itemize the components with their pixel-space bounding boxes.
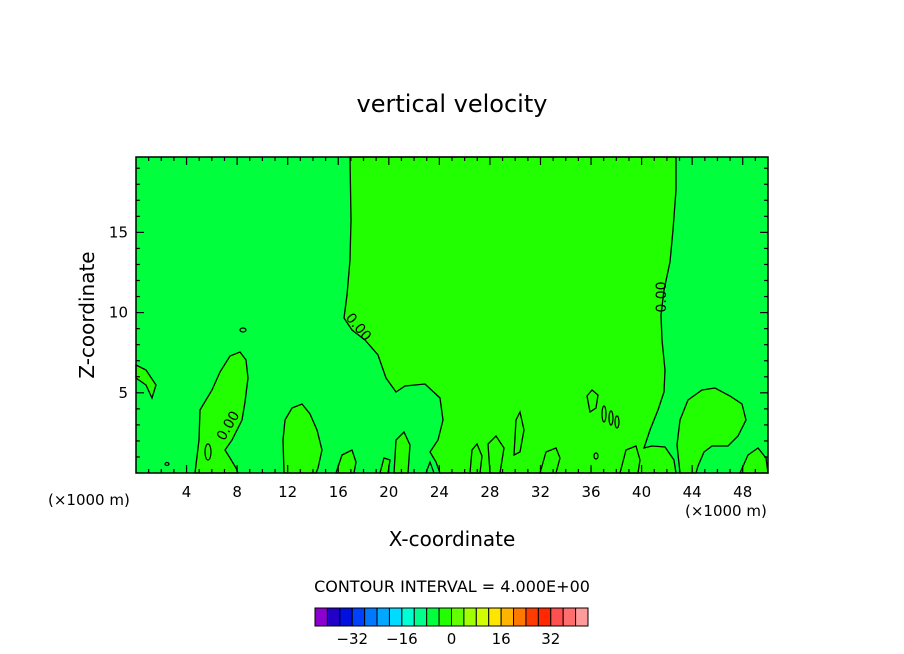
x-tick-label: 36	[581, 483, 600, 501]
colorbar-tick-label: 16	[492, 630, 511, 648]
x-axis-label: X-coordinate	[389, 527, 516, 551]
colorbar-swatch	[575, 607, 589, 627]
x-tick-label: 12	[278, 483, 297, 501]
positive-blobs	[135, 351, 769, 474]
y-tick-label: 10	[109, 304, 128, 322]
y-axis-label: Z-coordinate	[75, 251, 99, 378]
colorbar-swatch	[562, 607, 577, 627]
colorbar-swatch	[488, 607, 502, 627]
colorbar-swatch	[339, 607, 353, 627]
colorbar-tick-label: −32	[336, 630, 368, 648]
colorbar-swatch	[388, 607, 403, 627]
colorbar	[314, 607, 589, 627]
y-tick-label: 5	[118, 384, 128, 402]
colorbar-labels: −32 −16 0 16 32	[336, 630, 560, 648]
chart-title: vertical velocity	[357, 90, 548, 118]
contour-interval-text: CONTOUR INTERVAL = 4.000E+00	[314, 577, 590, 596]
x-unit-right: (×1000 m)	[685, 502, 767, 520]
contour-label: 0.00	[654, 281, 670, 312]
colorbar-swatch	[500, 607, 515, 627]
colorbar-tick-label: 32	[541, 630, 560, 648]
x-tick-label: 40	[632, 483, 651, 501]
colorbar-swatch	[413, 607, 428, 627]
contour-rings	[164, 327, 620, 474]
colorbar-swatch	[326, 607, 341, 627]
x-tick-label: 24	[430, 483, 449, 501]
colorbar-swatch	[351, 607, 366, 627]
colorbar-tick-label: 0	[447, 630, 457, 648]
colorbar-tick-label: −16	[386, 630, 418, 648]
x-tick-label: 20	[379, 483, 398, 501]
colorbar-swatch	[314, 607, 328, 627]
x-tick-label: 4	[182, 483, 192, 501]
colorbar-swatch	[376, 607, 390, 627]
colorbar-swatch	[463, 607, 477, 627]
colorbar-swatch	[426, 607, 440, 627]
x-unit-left: (×1000 m)	[48, 491, 130, 509]
colorbar-swatch	[475, 607, 490, 627]
colorbar-swatch	[537, 607, 552, 627]
y-tick-label: 15	[109, 223, 128, 241]
x-tick-label: 28	[480, 483, 499, 501]
x-tick-label: 44	[683, 483, 702, 501]
colorbar-swatch	[513, 607, 527, 627]
axis-ticks	[136, 157, 768, 473]
colorbar-swatch	[438, 607, 453, 627]
x-tick-label: 8	[232, 483, 242, 501]
x-tick-label: 32	[531, 483, 550, 501]
y-tick-labels: 5 10 15	[109, 223, 128, 401]
colorbar-swatch	[364, 607, 378, 627]
x-tick-label: 16	[329, 483, 348, 501]
colorbar-swatch	[550, 607, 564, 627]
x-tick-labels: 4 8 12 16 20 24 28 32 36 40 44 48	[182, 483, 752, 501]
colorbar-swatch	[451, 607, 465, 627]
x-tick-label: 48	[733, 483, 752, 501]
colorbar-swatch	[525, 607, 539, 627]
colorbar-swatch	[401, 607, 415, 627]
